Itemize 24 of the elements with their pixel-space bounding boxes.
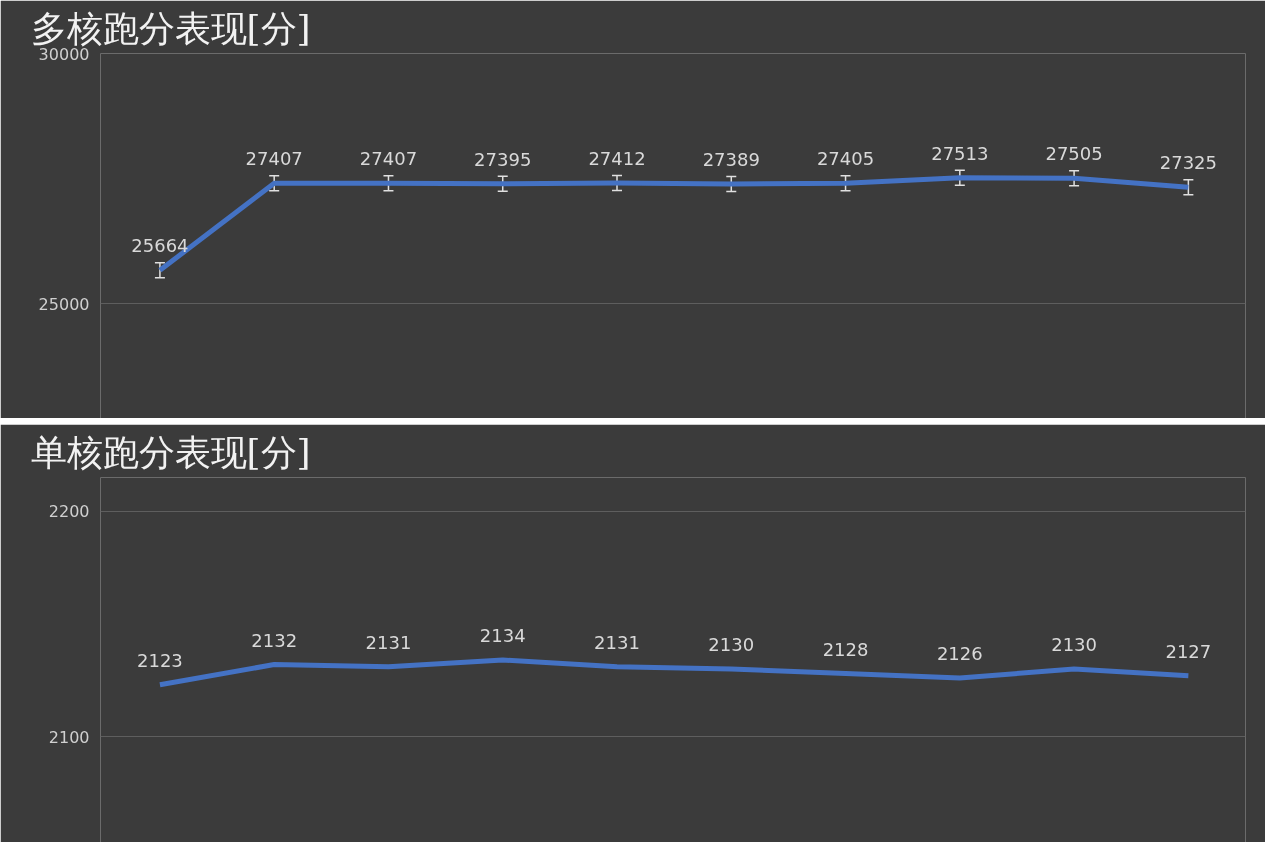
data-label: 2130 <box>1051 634 1097 656</box>
y-tick-label: 2100 <box>48 727 90 747</box>
data-label: 27405 <box>816 148 875 170</box>
data-label: 27505 <box>1045 143 1103 165</box>
data-label: 2131 <box>594 631 640 653</box>
data-label: 2126 <box>936 643 983 665</box>
data-label: 27389 <box>702 149 760 171</box>
data-label: 27325 <box>1159 152 1217 174</box>
data-label: 27407 <box>359 148 418 170</box>
data-label: 27395 <box>474 148 532 170</box>
chart-title: 单核跑分表现[分] <box>30 431 311 473</box>
y-tick-label: 25000 <box>38 294 90 314</box>
data-label: 27513 <box>931 142 989 164</box>
data-label: 2132 <box>251 629 298 651</box>
data-label: 25664 <box>131 235 189 257</box>
data-label: 2131 <box>365 631 412 653</box>
data-label: 2134 <box>479 625 526 646</box>
data-label: 2123 <box>137 649 183 671</box>
data-label: 27407 <box>245 148 303 170</box>
data-label: 2127 <box>1165 640 1212 662</box>
data-label: 2130 <box>708 634 755 656</box>
data-label: 27412 <box>588 147 646 169</box>
data-label: 2128 <box>822 638 869 660</box>
y-tick-label: 2200 <box>48 502 90 522</box>
